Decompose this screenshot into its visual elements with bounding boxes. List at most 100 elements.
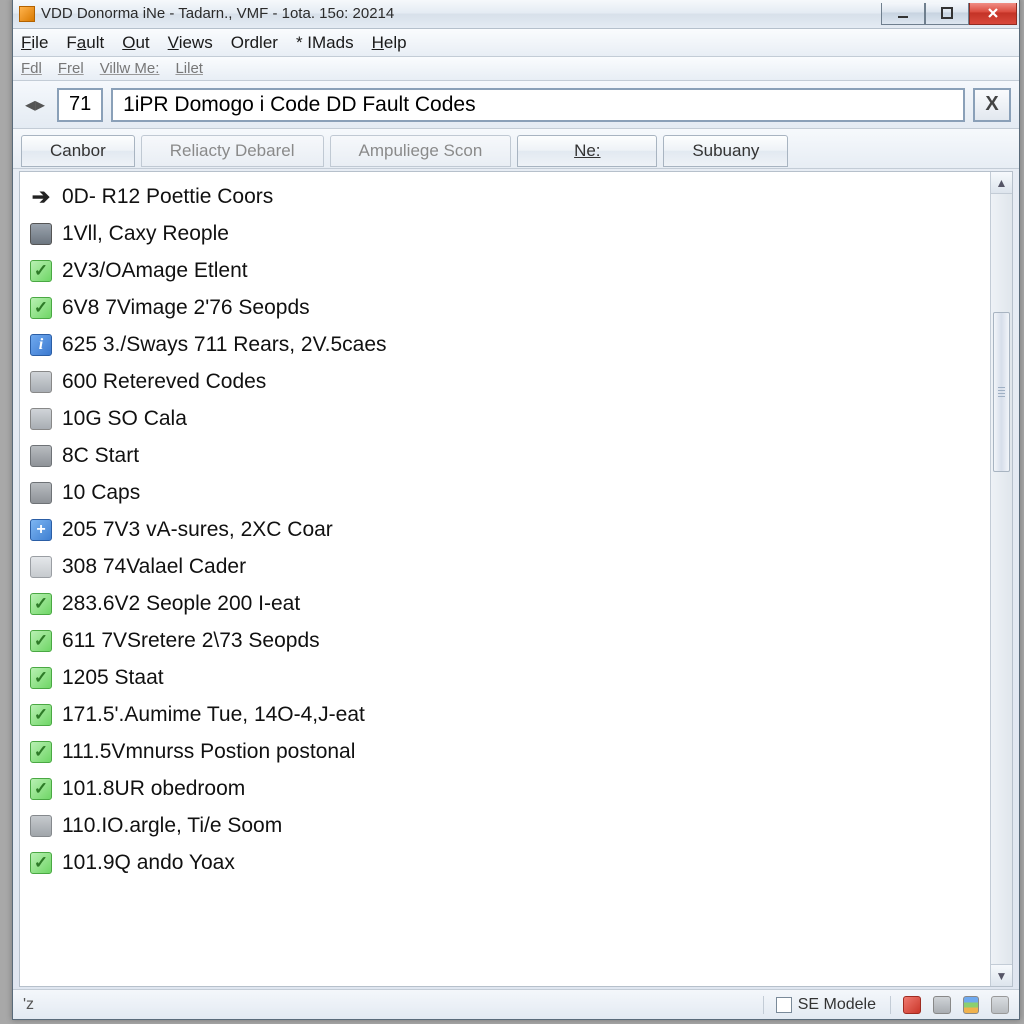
list-item-label: 1205 Staat <box>62 666 164 690</box>
statusbar: 'z SE Modele <box>13 989 1019 1019</box>
window-buttons <box>881 3 1017 25</box>
menubar-secondary: Fdl Frel Villw Me: Lilet <box>13 57 1019 81</box>
address-toolbar: ◂▸ 71 1iPR Domogo i Code DD Fault Codes … <box>13 81 1019 129</box>
tab-reliactydebarel[interactable]: Reliacty Debarel <box>141 135 324 167</box>
card-icon <box>30 223 52 245</box>
submenu-villwme[interactable]: Villw Me: <box>100 60 160 77</box>
list-item[interactable]: 101.8UR obedroom <box>26 770 984 807</box>
list-item[interactable]: ➔ 0D- R12 Poettie Coors <box>26 178 984 215</box>
index-box[interactable]: 71 <box>57 88 103 122</box>
grey-icon <box>30 371 52 393</box>
list-item[interactable]: 1205 Staat <box>26 659 984 696</box>
check-icon <box>30 630 52 652</box>
content-area: ➔ 0D- R12 Poettie Coors 1Vll, Caxy Reople 2… <box>19 171 1013 987</box>
menu-ordler[interactable]: Ordler <box>231 33 278 53</box>
list-item[interactable]: 8C Start <box>26 437 984 474</box>
status-chart-icon[interactable] <box>963 996 979 1014</box>
tab-canbor[interactable]: Canbor <box>21 135 135 167</box>
list-item[interactable]: 10G SO Cala <box>26 400 984 437</box>
address-input[interactable]: 1iPR Domogo i Code DD Fault Codes <box>111 88 965 122</box>
list-item[interactable]: 205 7V3 vA-sures, 2XC Coar <box>26 511 984 548</box>
list-item[interactable]: 111.5Vmnurss Postion postonal <box>26 733 984 770</box>
list-item[interactable]: 611 7VSretere 2\73 Seopds <box>26 622 984 659</box>
status-copy-icon[interactable] <box>933 996 951 1014</box>
maximize-icon <box>940 6 954 20</box>
menu-views[interactable]: Views <box>168 33 213 53</box>
menu-help[interactable]: Help <box>372 33 407 53</box>
check-icon <box>30 667 52 689</box>
menubar: File Fault Out Views Ordler * IMads Help <box>13 29 1019 57</box>
folder-icon <box>30 445 52 467</box>
arrow-icon: ➔ <box>30 186 52 208</box>
list-item[interactable]: 101.9Q ando Yoax <box>26 844 984 881</box>
list-item[interactable]: 171.5'.Aumime Tue, 14O-4,J-eat <box>26 696 984 733</box>
menu-file[interactable]: File <box>21 33 48 53</box>
check-icon <box>30 741 52 763</box>
app-window: VDD Donorma iNe - Tadarn., VMF - 1ota. 1… <box>12 0 1020 1020</box>
list-item[interactable]: 2V3/OAmage Etlent <box>26 252 984 289</box>
menu-imads[interactable]: * IMads <box>296 33 354 53</box>
close-button[interactable] <box>969 3 1017 25</box>
list-item[interactable]: 110.IO.argle, Ti/e Soom <box>26 807 984 844</box>
check-icon <box>30 297 52 319</box>
status-module-icon[interactable] <box>991 996 1009 1014</box>
check-icon <box>30 778 52 800</box>
window-title: VDD Donorma iNe - Tadarn., VMF - 1ota. 1… <box>41 5 881 22</box>
nav-back-forward[interactable]: ◂▸ <box>21 92 49 117</box>
list-item[interactable]: 6V8 7Vimage 2'76 Seopds <box>26 289 984 326</box>
list-item[interactable]: 625 3./Sways 711 Rears, 2V.5caes <box>26 326 984 363</box>
plus-icon <box>30 519 52 541</box>
iblue-icon <box>30 334 52 356</box>
menu-fault[interactable]: Fault <box>66 33 104 53</box>
list-item[interactable]: 308 74Valael Cader <box>26 548 984 585</box>
list-item-label: 600 Retereved Codes <box>62 370 266 394</box>
list-item[interactable]: 1Vll, Caxy Reople <box>26 215 984 252</box>
list-item-label: 101.9Q ando Yoax <box>62 851 235 875</box>
list-item-label: 611 7VSretere 2\73 Seopds <box>62 629 320 653</box>
scroll-down-button[interactable]: ▼ <box>991 964 1012 986</box>
app-icon <box>19 6 35 22</box>
minimize-button[interactable] <box>881 3 925 25</box>
list-item-label: 205 7V3 vA-sures, 2XC Coar <box>62 518 333 542</box>
close-icon <box>986 6 1000 20</box>
list-item-label: 283.6V2 Seople 200 I-eat <box>62 592 300 616</box>
list-item-label: 110.IO.argle, Ti/e Soom <box>62 814 282 838</box>
list-item-label: 8C Start <box>62 444 139 468</box>
check-icon <box>30 593 52 615</box>
checkbox-icon <box>776 997 792 1013</box>
status-error-icon[interactable] <box>903 996 921 1014</box>
tab-row: CanborReliacty DebarelAmpuliege SconNe:S… <box>13 129 1019 169</box>
check-icon <box>30 260 52 282</box>
list-item-label: 308 74Valael Cader <box>62 555 246 579</box>
list-item-label: 101.8UR obedroom <box>62 777 245 801</box>
list-item-label: 625 3./Sways 711 Rears, 2V.5caes <box>62 333 387 357</box>
clear-button[interactable]: X <box>973 88 1011 122</box>
se-modele-checkbox[interactable]: SE Modele <box>763 996 876 1014</box>
tab-ampuliegescon[interactable]: Ampuliege Scon <box>330 135 512 167</box>
doc-icon <box>30 556 52 578</box>
menu-out[interactable]: Out <box>122 33 149 53</box>
submenu-fdl[interactable]: Fdl <box>21 60 42 77</box>
submenu-frel[interactable]: Frel <box>58 60 84 77</box>
scroll-thumb[interactable] <box>993 312 1010 472</box>
minimize-icon <box>896 6 910 20</box>
list-item[interactable]: 283.6V2 Seople 200 I-eat <box>26 585 984 622</box>
list-item-label: 6V8 7Vimage 2'76 Seopds <box>62 296 310 320</box>
scroll-up-button[interactable]: ▲ <box>991 172 1012 194</box>
folder-icon <box>30 482 52 504</box>
grey-icon <box>30 408 52 430</box>
codes-list: ➔ 0D- R12 Poettie Coors 1Vll, Caxy Reople 2… <box>20 172 990 986</box>
list-item[interactable]: 600 Retereved Codes <box>26 363 984 400</box>
tab-subuany[interactable]: Subuany <box>663 135 788 167</box>
maximize-button[interactable] <box>925 3 969 25</box>
list-item[interactable]: 10 Caps <box>26 474 984 511</box>
status-icons <box>890 996 1009 1014</box>
vertical-scrollbar[interactable]: ▲ ▼ <box>990 172 1012 986</box>
tab-ne[interactable]: Ne: <box>517 135 657 167</box>
titlebar[interactable]: VDD Donorma iNe - Tadarn., VMF - 1ota. 1… <box>13 0 1019 29</box>
status-left-text: 'z <box>23 996 34 1014</box>
list-item-label: 2V3/OAmage Etlent <box>62 259 248 283</box>
list-item-label: 171.5'.Aumime Tue, 14O-4,J-eat <box>62 703 365 727</box>
submenu-lilet[interactable]: Lilet <box>175 60 203 77</box>
list-item-label: 0D- R12 Poettie Coors <box>62 185 273 209</box>
